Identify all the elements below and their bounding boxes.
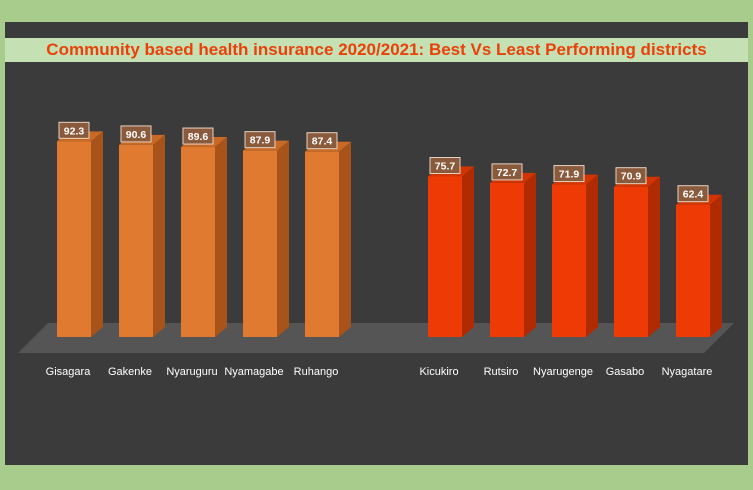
bar — [305, 151, 339, 337]
data-label-box — [677, 185, 709, 203]
title-band: Community based health insurance 2020/20… — [5, 38, 748, 62]
data-label-box — [306, 132, 338, 150]
bar-side — [710, 194, 722, 337]
bar-side — [91, 131, 103, 337]
bar — [181, 147, 215, 337]
data-label: 89.6 — [188, 131, 209, 143]
bar — [614, 186, 648, 337]
data-label: 92.3 — [64, 125, 85, 137]
bar-side — [339, 141, 351, 337]
data-label-box — [553, 165, 585, 183]
bar-side — [215, 137, 227, 337]
bar-side — [586, 174, 598, 337]
bar — [552, 184, 586, 337]
x-tick-label: Kicukiro — [419, 366, 458, 378]
x-tick-label: Gasabo — [606, 366, 645, 378]
data-label: 75.7 — [435, 161, 456, 173]
bar-side — [462, 166, 474, 337]
x-tick-label: Nyagatare — [662, 366, 713, 378]
x-tick-label: Gakenke — [108, 366, 152, 378]
bar — [57, 141, 91, 337]
data-label: 72.7 — [497, 167, 518, 179]
bar — [676, 204, 710, 337]
x-tick-label: Rutsiro — [484, 366, 519, 378]
x-tick-label: Gisagara — [46, 366, 92, 378]
data-label-box — [120, 125, 152, 143]
bar-side — [277, 140, 289, 337]
bar — [119, 144, 153, 337]
data-label-box — [615, 167, 647, 185]
bar — [428, 176, 462, 337]
data-label-box — [244, 131, 276, 149]
bar — [243, 150, 277, 337]
data-label: 90.6 — [126, 129, 147, 141]
bar-side — [524, 172, 536, 337]
bar-side — [648, 176, 660, 337]
x-tick-label: Ruhango — [294, 366, 339, 378]
data-label: 87.9 — [250, 135, 271, 147]
chart-title: Community based health insurance 2020/20… — [46, 40, 707, 59]
data-label-box — [182, 127, 214, 145]
x-tick-label: Nyamagabe — [224, 366, 283, 378]
data-label-box — [429, 157, 461, 175]
x-tick-label: Nyarugenge — [533, 366, 593, 378]
data-label: 87.4 — [312, 136, 333, 148]
data-label: 71.9 — [559, 169, 580, 181]
data-label: 70.9 — [621, 171, 642, 183]
data-label: 62.4 — [683, 189, 704, 201]
x-tick-label: Nyaruguru — [166, 366, 217, 378]
bar — [490, 182, 524, 337]
data-label-box — [58, 121, 90, 139]
bar-side — [153, 134, 165, 337]
data-label-box — [491, 163, 523, 181]
